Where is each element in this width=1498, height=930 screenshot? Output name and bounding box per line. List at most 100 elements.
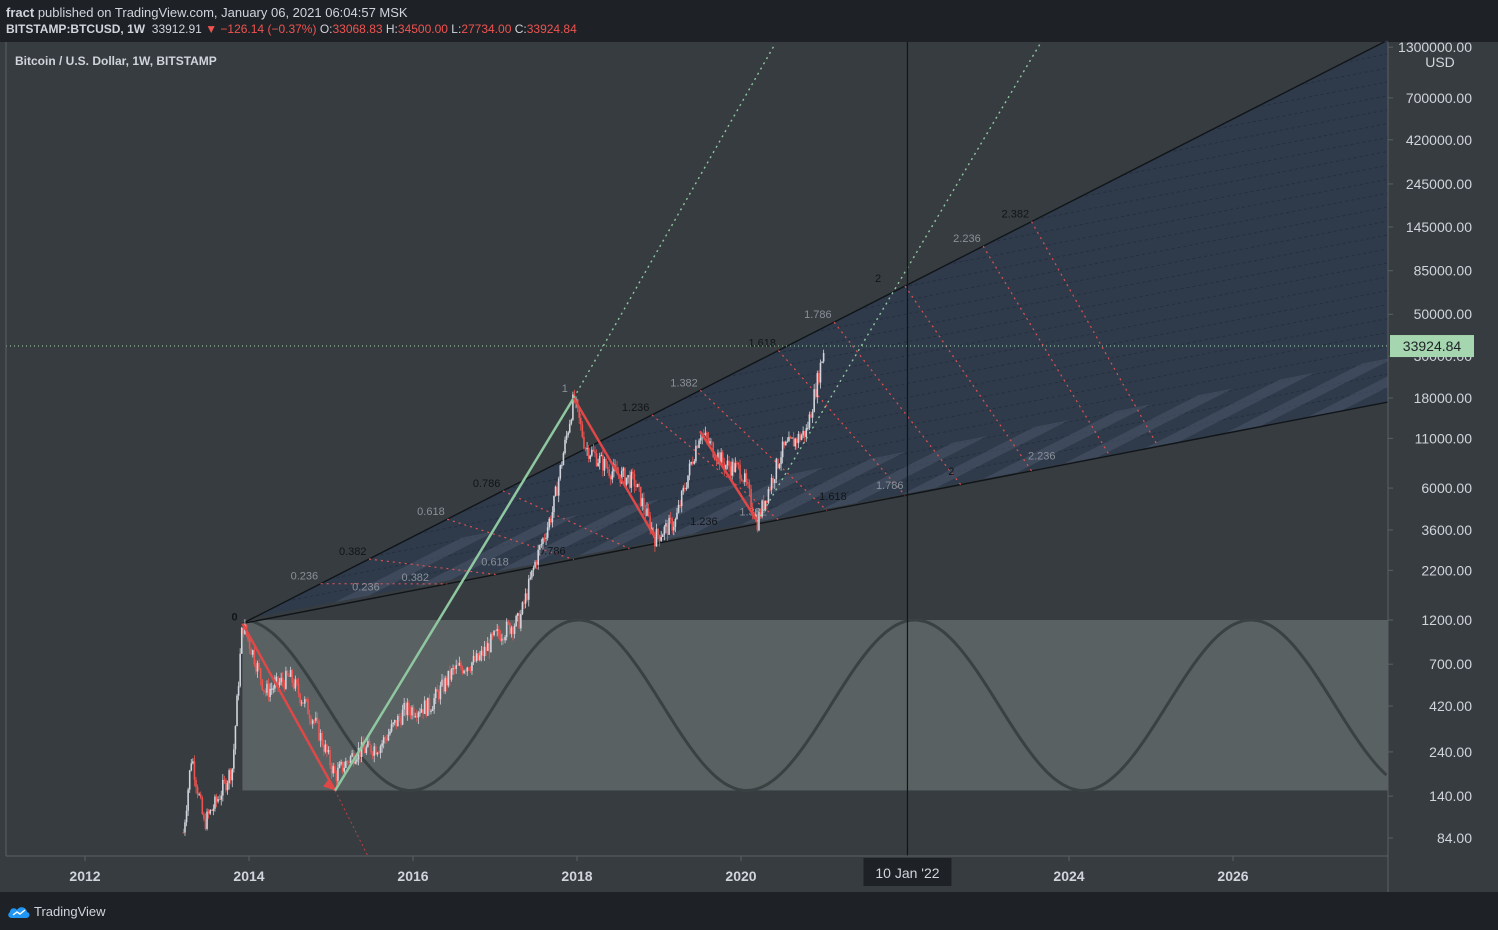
red-dotted-extension — [334, 790, 369, 856]
price-candle-body — [438, 691, 440, 700]
arrow-head-icon — [323, 778, 336, 791]
red-drop-arrow-2014[interactable] — [241, 622, 337, 792]
green-rise-line[interactable] — [334, 397, 575, 792]
price-candle-body — [758, 512, 760, 531]
fib-upper-label: 0.236 — [291, 571, 319, 583]
price-candle-body — [729, 466, 732, 476]
price-candle-body — [217, 799, 219, 802]
price-candle-body — [338, 764, 341, 768]
price-candle-body — [518, 613, 521, 629]
low-value: 27734.00 — [461, 22, 512, 36]
crosshair-date-label: 10 Jan '22 — [875, 865, 939, 881]
price-candle-body — [337, 767, 339, 781]
price-candle-body — [594, 451, 596, 454]
price-candle-body — [747, 482, 749, 485]
price-candle-body — [581, 424, 584, 438]
price-candle-body — [715, 459, 718, 461]
price-candle-body — [513, 626, 516, 634]
time-tick-label: 2012 — [69, 868, 100, 884]
tradingview-logo[interactable]: TradingView — [7, 904, 106, 920]
price-tick-label: 18000.00 — [1414, 390, 1473, 406]
price-candle-body — [439, 685, 442, 700]
price-candle-body — [803, 430, 806, 438]
fib-level-line — [833, 321, 962, 485]
fib-fan-lower-edge[interactable] — [242, 401, 1388, 625]
price-axis[interactable] — [1388, 42, 1498, 856]
price-candle-body — [791, 437, 793, 439]
price-candle-body — [285, 670, 287, 689]
fib-fan-upper-edge[interactable] — [242, 40, 1388, 625]
price-candle-body — [784, 441, 787, 446]
price-candle-body — [559, 465, 562, 479]
price-candle-body — [671, 518, 674, 531]
red-drop-line-2019[interactable] — [698, 430, 759, 522]
price-tick-label: 84.00 — [1437, 830, 1472, 846]
price-candle-body — [537, 549, 540, 565]
price-candle-body — [691, 461, 694, 464]
price-candle-body — [534, 562, 536, 568]
price-candle-body — [516, 613, 519, 616]
price-candle-body — [490, 634, 492, 653]
price-candle-body — [315, 717, 317, 721]
price-candle-body — [378, 752, 380, 754]
time-tick-label: 2026 — [1217, 868, 1248, 884]
fib-fan-grid-line — [1387, 40, 1388, 41]
price-candle-body — [436, 689, 439, 692]
high-value: 34500.00 — [397, 22, 448, 36]
price-candle-body — [373, 746, 376, 756]
price-candle-body — [253, 650, 256, 665]
price-candle-body — [720, 452, 722, 465]
price-candle-body — [387, 734, 390, 741]
price-candle-body — [491, 634, 494, 636]
price-candle-body — [770, 477, 773, 490]
price-candle-body — [414, 716, 417, 718]
publisher-name[interactable]: fract — [6, 5, 35, 20]
price-candle-body — [286, 670, 289, 676]
price-candle-body — [745, 473, 748, 483]
price-candle-body — [397, 716, 399, 727]
last-price-tag-label: 33924.84 — [1403, 338, 1462, 354]
price-candle-body — [556, 486, 558, 496]
price-candle-body — [310, 718, 312, 724]
price-candle-body — [742, 480, 745, 482]
price-candle-body — [367, 740, 369, 747]
price-candle-body — [723, 462, 726, 470]
price-candle-body — [633, 473, 636, 487]
last-price-tag — [1390, 335, 1474, 358]
price-candle-body — [665, 523, 667, 527]
price-candle-body — [535, 562, 538, 565]
fib-fan-band — [406, 515, 578, 592]
price-candle-body — [737, 463, 740, 465]
price-candle-body — [595, 453, 598, 467]
price-candle-body — [609, 475, 612, 480]
price-candle-body — [401, 709, 404, 725]
price-candle-body — [521, 602, 524, 614]
price-candle-body — [668, 517, 670, 535]
red-drop-line-2018[interactable] — [572, 397, 656, 538]
time-tick-label: 2018 — [561, 868, 592, 884]
price-candle-body — [330, 765, 333, 774]
price-candle-body — [480, 650, 483, 656]
price-candle-body — [234, 726, 237, 750]
price-candle-body — [542, 538, 544, 544]
price-candle-body — [299, 693, 301, 703]
price-candle-body — [630, 471, 633, 488]
fib-upper-label: 1.236 — [622, 402, 650, 414]
price-candle-body — [256, 662, 259, 672]
price-candle-body — [475, 653, 478, 662]
price-candle-body — [356, 759, 358, 762]
price-candle-body — [307, 699, 309, 715]
price-candle-body — [635, 486, 637, 488]
price-candle-body — [509, 623, 511, 634]
price-candle-body — [185, 810, 188, 823]
ohlc-line: BITSTAMP:BTCUSD, 1W 33912.91 ▼ −126.14 (… — [6, 22, 577, 36]
price-candle-body — [562, 453, 565, 466]
fib-lower-label: 0.382 — [402, 572, 430, 584]
price-candle-body — [222, 779, 224, 796]
price-candle-body — [281, 677, 284, 683]
price-candle-body — [403, 702, 405, 710]
price-candle-body — [661, 534, 664, 537]
price-candle-body — [816, 373, 819, 398]
price-candle-body — [461, 667, 464, 674]
